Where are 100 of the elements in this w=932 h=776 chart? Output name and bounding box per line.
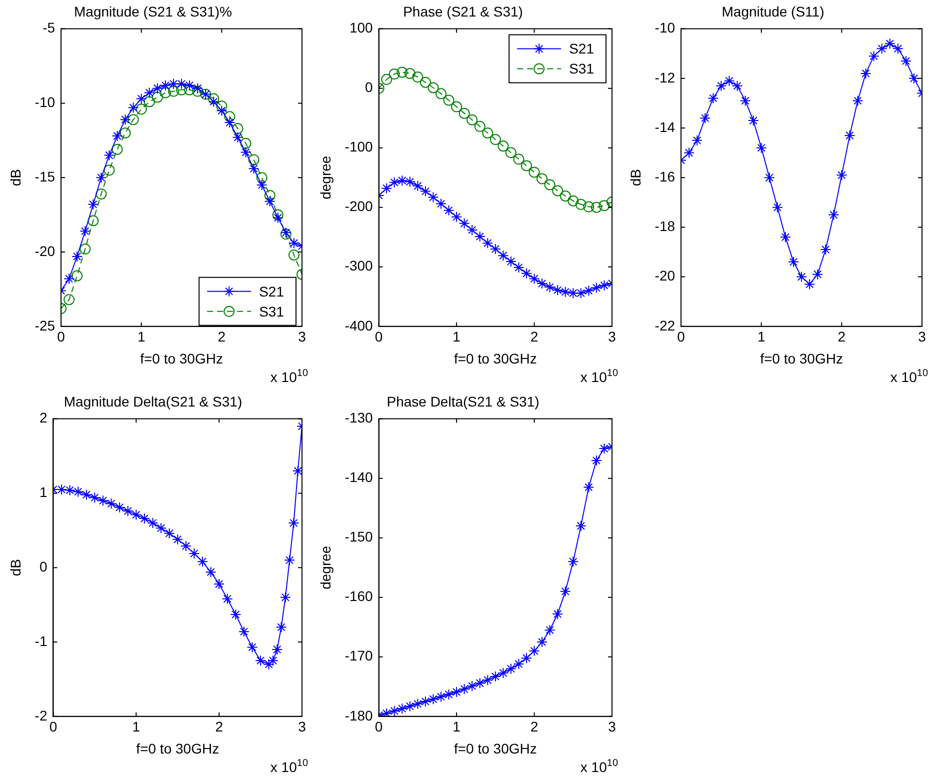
point bbox=[248, 163, 260, 174]
point bbox=[732, 80, 743, 92]
point bbox=[292, 465, 302, 476]
legend-label: S31 bbox=[569, 60, 594, 77]
point bbox=[120, 127, 131, 138]
point bbox=[420, 76, 431, 88]
point bbox=[112, 130, 123, 142]
point bbox=[216, 105, 228, 116]
point bbox=[490, 244, 501, 255]
point bbox=[420, 696, 431, 708]
point bbox=[128, 114, 139, 126]
point bbox=[232, 132, 244, 143]
point bbox=[72, 270, 83, 282]
point bbox=[451, 686, 462, 698]
x-axis-title: f=0 to 30GHz bbox=[454, 740, 537, 756]
point bbox=[748, 115, 759, 126]
x-tick-label: 0 bbox=[57, 328, 66, 345]
y-tick-label: -14 bbox=[654, 118, 676, 135]
point bbox=[536, 173, 548, 184]
point bbox=[544, 282, 556, 293]
point bbox=[490, 671, 501, 682]
point bbox=[238, 626, 250, 638]
point bbox=[412, 698, 424, 710]
y-tick-label: -160 bbox=[344, 588, 374, 604]
point bbox=[222, 593, 233, 604]
point bbox=[568, 195, 579, 206]
x-tick-label: 1 bbox=[137, 328, 146, 345]
point bbox=[544, 624, 556, 636]
point bbox=[264, 190, 276, 201]
y-tick-label: -18 bbox=[654, 218, 676, 234]
point bbox=[443, 688, 454, 700]
point bbox=[513, 154, 524, 165]
point bbox=[106, 498, 117, 510]
y-tick-label: -1 bbox=[34, 632, 48, 649]
point bbox=[844, 130, 856, 141]
legend-label: S21 bbox=[569, 40, 594, 57]
point bbox=[908, 72, 920, 84]
point bbox=[264, 196, 276, 207]
point bbox=[420, 186, 431, 197]
point bbox=[900, 56, 912, 67]
point bbox=[160, 80, 171, 91]
point bbox=[482, 127, 494, 138]
point bbox=[598, 200, 610, 212]
y-tick-label: -10 bbox=[34, 94, 56, 110]
point bbox=[64, 273, 75, 284]
point bbox=[521, 268, 532, 279]
y-tick-label: -200 bbox=[344, 198, 374, 214]
point bbox=[176, 84, 188, 96]
point bbox=[388, 68, 400, 80]
y-tick-label: 100 bbox=[349, 20, 374, 36]
point bbox=[892, 43, 904, 54]
point bbox=[692, 134, 703, 146]
x-tick-label: 1 bbox=[452, 328, 461, 345]
y-tick-label: -16 bbox=[654, 168, 676, 184]
point bbox=[490, 134, 501, 146]
point bbox=[436, 691, 446, 702]
x-tick-label: 3 bbox=[608, 718, 616, 735]
point bbox=[428, 192, 439, 203]
point bbox=[740, 95, 751, 106]
point bbox=[112, 144, 123, 155]
y-tick-label: -10 bbox=[654, 20, 676, 36]
point bbox=[583, 482, 594, 493]
y-axis-title: dB bbox=[7, 169, 24, 186]
point bbox=[88, 198, 99, 210]
point bbox=[412, 72, 424, 83]
x-tick-label: 2 bbox=[218, 328, 226, 345]
point bbox=[80, 226, 91, 237]
point bbox=[451, 211, 462, 222]
point bbox=[256, 180, 268, 191]
point bbox=[276, 622, 287, 633]
point bbox=[98, 495, 108, 506]
x-axis-title: f=0 to 30GHz bbox=[136, 740, 220, 756]
point bbox=[505, 663, 516, 674]
point bbox=[122, 506, 134, 517]
point bbox=[451, 101, 462, 112]
point bbox=[756, 142, 767, 154]
x-tick-label: 1 bbox=[757, 328, 766, 345]
point bbox=[575, 198, 586, 210]
point bbox=[388, 706, 400, 716]
point bbox=[288, 517, 300, 528]
point bbox=[96, 188, 107, 200]
y-axis-title: dB bbox=[7, 559, 24, 576]
x-axis-title: f=0 to 30GHz bbox=[760, 350, 843, 366]
point bbox=[56, 484, 68, 495]
y-tick-label: -20 bbox=[34, 242, 56, 259]
x-tick-label: 3 bbox=[298, 718, 306, 735]
point bbox=[804, 278, 816, 290]
point bbox=[272, 209, 284, 220]
point bbox=[396, 703, 408, 714]
x-axis-title: f=0 to 30GHz bbox=[454, 350, 537, 366]
point bbox=[700, 112, 711, 124]
point bbox=[590, 454, 602, 466]
x-tick-label: 3 bbox=[918, 328, 926, 345]
point bbox=[96, 172, 107, 184]
point bbox=[280, 592, 291, 603]
point bbox=[788, 256, 799, 268]
y-tick-label: -100 bbox=[344, 138, 374, 155]
point bbox=[188, 548, 200, 559]
point bbox=[458, 684, 470, 695]
point bbox=[288, 249, 300, 260]
